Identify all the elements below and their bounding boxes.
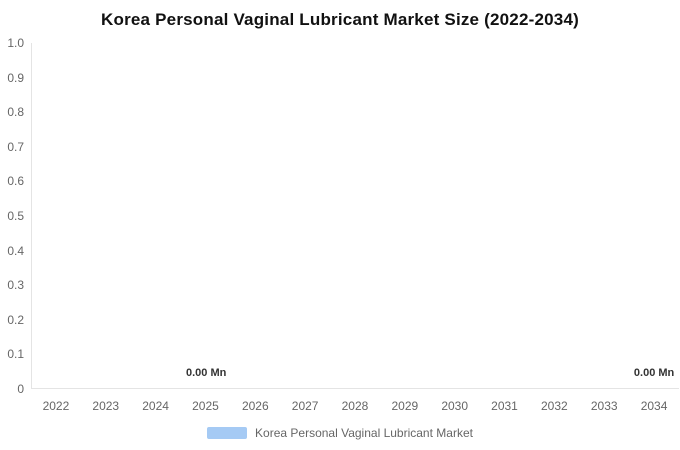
y-tick-label: 0.1 [7,347,24,362]
x-tick-label: 2028 [341,399,369,413]
y-tick-label: 0.5 [7,208,24,223]
y-tick-label: 0.6 [7,174,24,189]
x-tick-label: 2022 [42,399,70,413]
x-tick-label: 2034 [640,399,668,413]
chart-title: Korea Personal Vaginal Lubricant Market … [101,10,579,29]
data-label-2034: 0.00 Mn [633,367,675,379]
y-tick-label: 0.4 [7,243,24,258]
legend-label: Korea Personal Vaginal Lubricant Market [255,426,473,440]
y-tick-label: 0.2 [7,312,24,327]
x-tick-label: 2030 [441,399,469,413]
x-tick-label: 2025 [192,399,219,413]
legend-item[interactable]: Korea Personal Vaginal Lubricant Market [207,426,473,440]
y-tick-label: 0.9 [7,70,24,85]
x-tick-label: 2026 [241,399,269,413]
plot-area: 0.00 Mn 0.00 Mn [31,43,679,389]
x-tick-label: 2032 [541,399,568,413]
x-tick-label: 2029 [391,399,419,413]
x-tick-label: 2027 [291,399,319,413]
y-tick-label: 0.3 [7,278,24,293]
legend: Korea Personal Vaginal Lubricant Market [0,426,680,440]
x-tick-label: 2023 [92,399,120,413]
y-tick-label: 0.7 [7,139,24,154]
y-tick-label: 1.0 [7,36,24,50]
y-tick-label: 0.8 [7,105,24,120]
x-axis-labels: 2022 2023 2024 2025 2026 2027 2028 2029 2030 2031… [31,398,679,414]
x-tick-label: 2031 [491,399,518,413]
y-tick-label: 0 [17,381,24,396]
data-label-2025: 0.00 Mn [185,367,227,379]
x-tick-label: 2033 [590,399,618,413]
x-tick-label: 2024 [142,399,169,413]
y-axis-labels: 1.0 0.9 0.8 0.7 0.6 0.5 0.4 0.3 0.2 0.1 0 [0,37,24,395]
legend-swatch [207,427,248,439]
